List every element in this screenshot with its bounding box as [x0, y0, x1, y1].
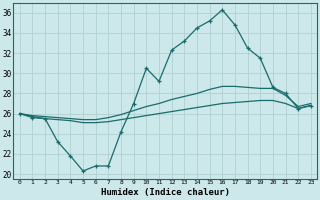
X-axis label: Humidex (Indice chaleur): Humidex (Indice chaleur)	[101, 188, 230, 197]
